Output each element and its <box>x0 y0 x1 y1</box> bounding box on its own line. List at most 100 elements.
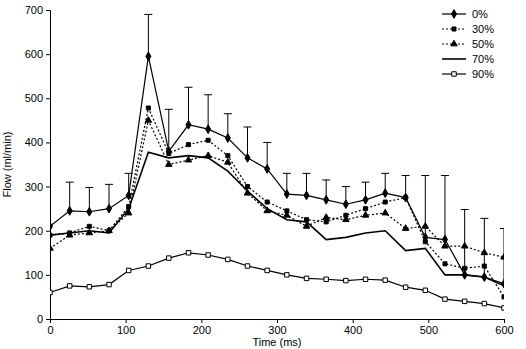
error-bar-cap <box>144 14 152 15</box>
point <box>304 276 308 280</box>
point <box>324 220 328 224</box>
point <box>462 299 466 303</box>
legend: 0%30%50%70%90% <box>442 8 494 80</box>
legend-marker <box>452 72 456 76</box>
tick: 100 <box>117 319 135 336</box>
point <box>323 214 329 220</box>
point <box>146 264 150 268</box>
y-axis-title: Flow (ml/min) <box>1 132 13 198</box>
point <box>126 268 130 272</box>
point <box>463 266 467 270</box>
point <box>265 165 270 174</box>
point <box>461 242 467 248</box>
tick: 400 <box>344 319 362 336</box>
point <box>167 151 171 155</box>
tick-mark <box>46 54 50 55</box>
point <box>403 285 407 289</box>
point <box>502 306 504 310</box>
error-bar-cap <box>500 228 504 229</box>
series-line <box>50 56 504 283</box>
tick-mark <box>46 98 50 99</box>
tick: 400 <box>25 136 50 148</box>
point <box>501 279 504 288</box>
point <box>167 256 171 260</box>
point <box>265 268 269 272</box>
point <box>343 216 349 222</box>
point <box>205 152 211 158</box>
tick-label: 400 <box>25 136 43 148</box>
error-bar-stem <box>148 14 149 56</box>
point <box>284 190 289 199</box>
error-bar <box>184 87 192 125</box>
point <box>245 264 249 268</box>
tick-mark <box>46 319 50 320</box>
point <box>206 253 210 257</box>
tick-label: 0 <box>47 324 53 336</box>
error-bar <box>480 218 488 277</box>
legend-label: 50% <box>472 38 494 50</box>
point <box>206 138 210 142</box>
point <box>265 200 269 204</box>
tick-mark <box>46 142 50 143</box>
tick: 200 <box>25 225 50 237</box>
axis-line <box>46 11 51 320</box>
point <box>481 249 487 255</box>
point <box>226 154 230 158</box>
point <box>186 251 190 255</box>
tick-mark <box>126 319 127 323</box>
series-line <box>50 253 504 308</box>
tick: 500 <box>25 92 50 104</box>
point <box>87 285 91 289</box>
tick-mark <box>46 10 50 11</box>
point <box>443 297 447 301</box>
tick: 0 <box>37 313 50 325</box>
legend-marker <box>451 10 456 19</box>
tick-mark <box>353 319 354 323</box>
legend-entry: 50% <box>442 38 494 50</box>
tick: 300 <box>25 181 50 193</box>
tick-mark <box>46 187 50 188</box>
point <box>402 225 408 231</box>
tick-mark <box>428 319 429 323</box>
error-bar-cap <box>85 187 93 188</box>
point <box>362 212 368 218</box>
error-bar <box>421 176 429 238</box>
legend-marker <box>452 27 456 31</box>
point <box>146 106 150 110</box>
tick-label: 400 <box>344 324 362 336</box>
point <box>422 223 428 229</box>
point <box>324 195 329 204</box>
point <box>443 262 447 266</box>
point <box>501 253 504 259</box>
point <box>67 284 71 288</box>
legend-entry: 70% <box>442 53 494 65</box>
point <box>186 120 191 129</box>
error-bar-cap <box>204 94 212 95</box>
point <box>442 242 448 248</box>
axis-line <box>51 320 505 324</box>
point <box>206 125 211 134</box>
tick: 500 <box>420 319 438 336</box>
tick: 300 <box>268 319 286 336</box>
tick-label: 700 <box>25 4 43 16</box>
point <box>482 301 486 305</box>
point <box>382 209 388 215</box>
tick-mark <box>46 231 50 232</box>
plot: 0100200300400500600010020030040050060070… <box>25 4 514 336</box>
point <box>225 134 230 143</box>
point <box>423 288 427 292</box>
point <box>482 264 486 268</box>
point <box>343 200 348 209</box>
tick-label: 600 <box>495 324 513 336</box>
error-bar-cap <box>66 182 74 183</box>
point <box>185 156 191 162</box>
error-bar-stem <box>444 176 445 240</box>
error-bar-cap <box>322 179 330 180</box>
error-bar-cap <box>303 173 311 174</box>
series-line <box>50 120 504 257</box>
error-bar-cap <box>105 184 113 185</box>
error-bar-cap <box>263 142 271 143</box>
tick-label: 200 <box>193 324 211 336</box>
error-bar-stem <box>188 87 189 125</box>
point <box>146 52 151 61</box>
